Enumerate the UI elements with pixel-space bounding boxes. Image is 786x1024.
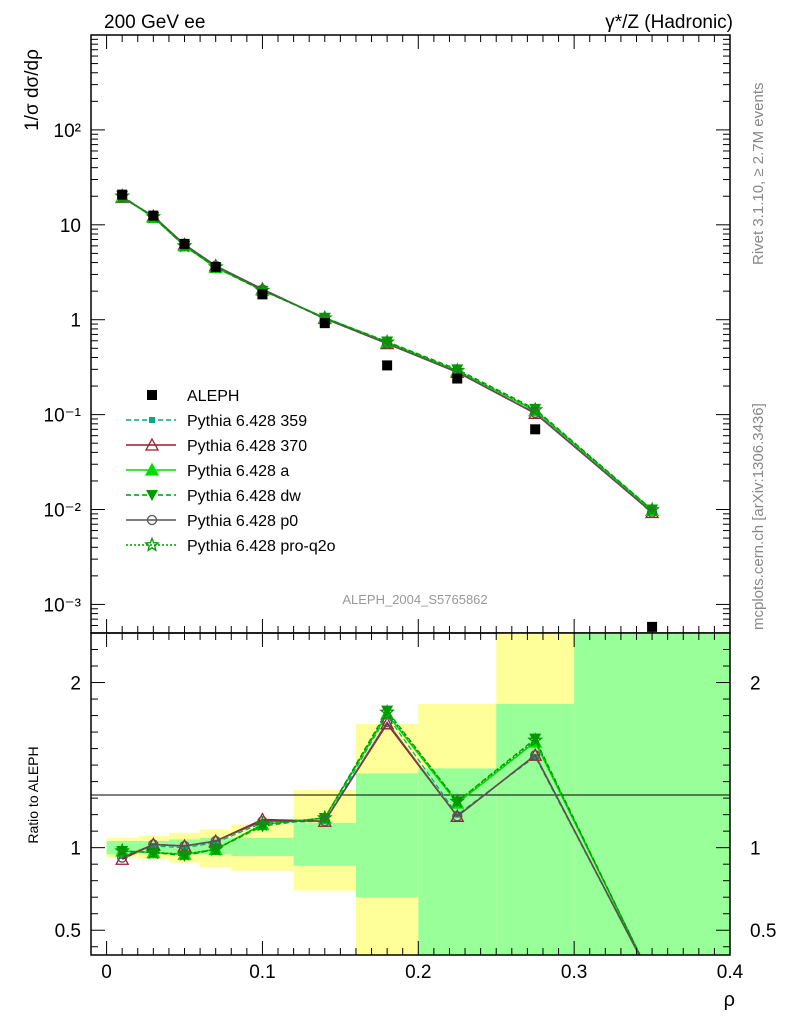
data-point [319, 318, 330, 329]
mcplots-credit: mcplots.cern.ch [arXiv:1306.3436] [750, 403, 767, 630]
stat-uncertainty-band [355, 773, 419, 898]
ratio-series-point [179, 840, 190, 852]
legend-marker [146, 514, 158, 526]
data-point [148, 210, 159, 221]
main-y-tick-label: 10² [54, 121, 81, 142]
ratio-series-point [454, 811, 461, 818]
main-series-point [644, 501, 661, 517]
data-point [117, 189, 128, 200]
x-axis-label: ρ [724, 989, 735, 1011]
main-y-tick-label: 1 [70, 311, 81, 332]
main-curves [114, 187, 661, 632]
rivet-version-note: Rivet 3.1.10, ≥ 2.7M events [750, 83, 767, 266]
ratio-y-axis-label: Ratio to ALEPH [25, 746, 41, 843]
main-series-point [449, 362, 466, 378]
ratio-series-point [145, 844, 162, 860]
x-tick-label: 0.1 [249, 962, 275, 983]
main-series-point [529, 403, 542, 415]
stat-uncertainty-band [293, 822, 356, 866]
analysis-tag: ALEPH_2004_S5765862 [342, 592, 487, 607]
ratio-y-tick-label: 2 [70, 674, 81, 695]
main-series-point [379, 333, 396, 349]
legend-label: Pythia 6.428 359 [187, 413, 307, 430]
main-series-line [121, 195, 653, 511]
ratio-series-point [379, 704, 396, 719]
ratio-series-point [381, 705, 394, 717]
main-series-point [527, 401, 544, 417]
legend-label: Pythia 6.428 pro-q2o [187, 538, 336, 555]
header-right: γ*/Z (Hadronic) [605, 12, 733, 33]
ratio-series-point [210, 835, 221, 847]
ratio-series-point [530, 750, 541, 761]
main-y-axis-label: 1/σ dσ/dρ [22, 49, 43, 131]
legend-marker [144, 437, 160, 451]
ratio-series-point [176, 846, 193, 861]
main-series-point [451, 364, 464, 376]
ratio-y-tick-label: 0.5 [55, 921, 81, 942]
ratio-series-point [207, 840, 224, 857]
stat-uncertainty-band [574, 633, 730, 955]
legend-label: Pythia 6.428 p0 [187, 513, 298, 530]
x-tick-label: 0 [101, 962, 112, 983]
x-tick-label: 0.4 [717, 962, 744, 983]
main-series-line [121, 196, 653, 514]
ratio-y-tick-label: 1 [70, 839, 81, 860]
ratio-y-tick-label-right: 2 [750, 674, 761, 695]
main-y-tick-label: 10 [60, 216, 81, 237]
legend-label: Pythia 6.428 a [187, 463, 289, 480]
ratio-axis-ticks: 0.5 0.5 1 1 2 2 0 0.1 0.2 0.3 0.4 [55, 632, 776, 983]
main-axis-ticks: 10⁻³ 10⁻² 10⁻¹ 1 10 10² [44, 34, 731, 634]
ratio-series-point [380, 716, 395, 730]
ratio-uncertainty-bands [106, 633, 730, 955]
header-left: 200 GeV ee [104, 12, 205, 33]
ratio-series-point [527, 731, 544, 748]
ratio-curves [114, 704, 641, 955]
ratio-frame [90, 632, 731, 956]
data-point [257, 289, 268, 300]
data-point [210, 261, 221, 272]
ratio-series-point [319, 816, 330, 827]
ratio-series-point [254, 816, 271, 832]
ratio-series-point [148, 839, 159, 850]
x-tick-label: 0.3 [561, 962, 587, 983]
ratio-y-tick-label-right: 1 [750, 839, 761, 860]
ratio-y-tick-label-right: 0.5 [750, 921, 776, 942]
legend-label: ALEPH [187, 388, 239, 405]
ratio-series-point [449, 793, 466, 809]
legend-marker [149, 417, 155, 423]
ratio-series-point [452, 811, 463, 822]
ratio-panel: 0.5 0.5 1 1 2 2 0 0.1 0.2 0.3 0.4 Ratio to ALEPH ρ [25, 632, 776, 1011]
legend-marker [146, 490, 158, 501]
ratio-series-line [121, 720, 640, 955]
main-series-point [646, 507, 658, 518]
legend-marker [147, 390, 157, 400]
legend: ALEPH Pythia 6.428 359 Pythia 6.428 370 Pyt… [126, 388, 336, 555]
x-tick-label: 0.2 [405, 962, 431, 983]
main-y-tick-label: 10⁻² [44, 501, 82, 522]
ratio-series-point [316, 809, 333, 825]
legend-label: Pythia 6.428 370 [187, 438, 307, 455]
stat-uncertainty-band [231, 837, 294, 856]
legend-label: Pythia 6.428 dw [187, 488, 301, 505]
ratio-series-point [114, 842, 131, 858]
ratio-series-point [381, 717, 393, 728]
ratio-series-point [529, 733, 542, 745]
data-point [530, 424, 541, 435]
main-panel: 10⁻³ 10⁻² 10⁻¹ 1 10 10² 1/σ dσ/dρ ALEPH_2004_… [22, 34, 731, 634]
data-point [647, 621, 658, 632]
main-y-tick-label: 10⁻¹ [44, 406, 82, 427]
data-point [452, 373, 463, 384]
ratio-series-point [115, 851, 130, 865]
legend-marker [144, 462, 160, 476]
ratio-series-line [122, 709, 641, 955]
main-y-tick-label: 10⁻³ [44, 595, 82, 616]
data-point [179, 238, 190, 249]
data-point [382, 360, 393, 371]
legend-marker [144, 536, 160, 552]
